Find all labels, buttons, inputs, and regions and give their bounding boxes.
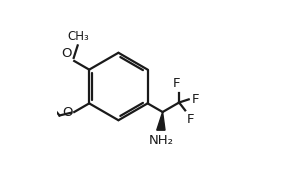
- Text: F: F: [192, 93, 199, 106]
- Text: NH₂: NH₂: [148, 134, 173, 147]
- Polygon shape: [157, 112, 165, 130]
- Text: CH₃: CH₃: [68, 30, 90, 43]
- Text: O: O: [62, 106, 73, 119]
- Text: F: F: [173, 76, 180, 90]
- Text: O: O: [62, 47, 72, 60]
- Text: F: F: [187, 113, 194, 126]
